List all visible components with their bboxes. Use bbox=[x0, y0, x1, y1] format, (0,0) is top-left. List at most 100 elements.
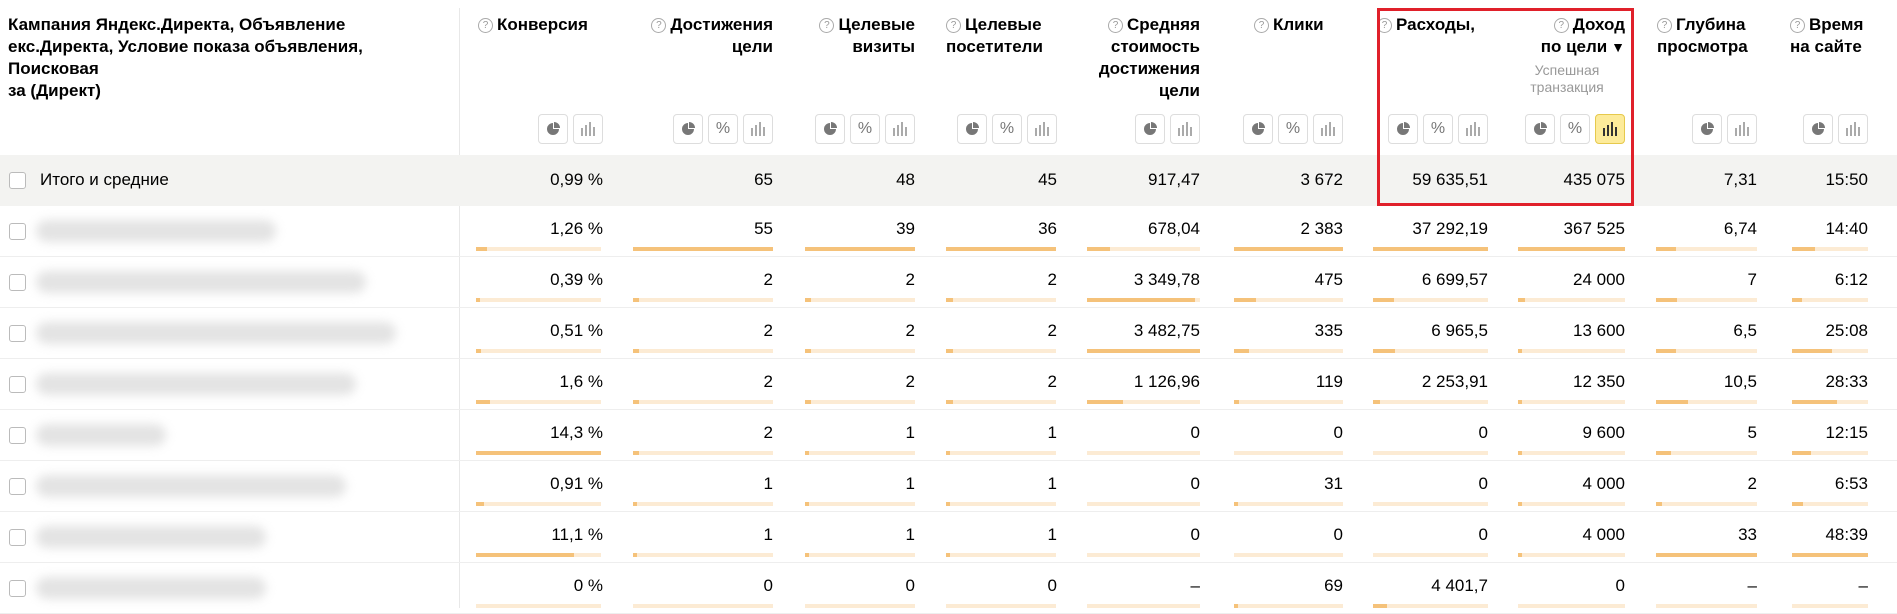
total-checkbox[interactable] bbox=[9, 172, 26, 189]
row-checkbox[interactable] bbox=[9, 478, 26, 495]
value-bar bbox=[1234, 451, 1343, 455]
column-header[interactable]: ? Клики bbox=[1254, 14, 1364, 36]
help-icon[interactable]: ? bbox=[946, 18, 961, 33]
bar-chart-button[interactable] bbox=[1458, 114, 1488, 144]
column-header[interactable]: ? Время на сайте bbox=[1790, 14, 1897, 58]
redacted-dimension-label bbox=[36, 475, 346, 497]
row-checkbox[interactable] bbox=[9, 427, 26, 444]
table-row[interactable]: 0 % 0 0 0 – 69 4 401,7 0 – – bbox=[0, 563, 1897, 614]
view-mode-buttons bbox=[1692, 114, 1757, 144]
value-bar-fill bbox=[1792, 451, 1811, 455]
value-bar bbox=[1234, 298, 1343, 302]
pie-chart-button[interactable] bbox=[1243, 114, 1273, 144]
value-bar-fill bbox=[1087, 298, 1196, 302]
percent-button[interactable]: % bbox=[992, 114, 1022, 144]
bar-chart-button[interactable] bbox=[1838, 114, 1868, 144]
pie-chart-button[interactable] bbox=[957, 114, 987, 144]
value-bar-fill bbox=[946, 451, 950, 455]
value-bar-fill bbox=[946, 604, 950, 608]
percent-button[interactable]: % bbox=[1278, 114, 1308, 144]
percent-button[interactable]: % bbox=[1423, 114, 1453, 144]
help-icon[interactable]: ? bbox=[1790, 18, 1805, 33]
value-bar-fill bbox=[633, 451, 639, 455]
pie-chart-button[interactable] bbox=[1803, 114, 1833, 144]
cell-value: 2 bbox=[905, 270, 915, 289]
row-checkbox[interactable] bbox=[9, 376, 26, 393]
table-row[interactable]: 1,6 % 2 2 2 1 126,96 119 2 253,91 12 350 10,5 28:… bbox=[0, 359, 1897, 410]
row-checkbox[interactable] bbox=[9, 223, 26, 240]
pie-chart-button[interactable] bbox=[1135, 114, 1165, 144]
value-bar bbox=[1656, 553, 1757, 557]
table-row[interactable]: 0,91 % 1 1 1 0 31 0 4 000 2 6:53 bbox=[0, 461, 1897, 512]
column-header[interactable]: ? Целевые визиты bbox=[800, 14, 915, 58]
table-row[interactable]: 0,39 % 2 2 2 3 349,78 475 6 699,57 24 000 7 6:12 bbox=[0, 257, 1897, 308]
percent-button[interactable]: % bbox=[850, 114, 880, 144]
bar-chart-button[interactable] bbox=[573, 114, 603, 144]
value-bar-fill bbox=[1234, 349, 1250, 353]
percent-button[interactable]: % bbox=[1560, 114, 1590, 144]
column-header[interactable]: ? Достижения цели bbox=[625, 14, 773, 58]
total-value: 3 672 bbox=[1300, 170, 1343, 189]
bar-chart-button[interactable] bbox=[743, 114, 773, 144]
pie-chart-button[interactable] bbox=[673, 114, 703, 144]
value-bar-fill bbox=[1518, 298, 1526, 302]
help-icon[interactable]: ? bbox=[1107, 18, 1123, 33]
value-bar bbox=[1234, 400, 1343, 404]
cell-value: 475 bbox=[1314, 270, 1343, 289]
help-icon[interactable]: ? bbox=[819, 18, 835, 33]
help-icon[interactable]: ? bbox=[651, 18, 667, 33]
bar-chart-button[interactable] bbox=[1027, 114, 1057, 144]
table-row[interactable]: 11,1 % 1 1 1 0 0 0 4 000 33 48:39 bbox=[0, 512, 1897, 563]
table-header: Кампания Яндекс.Директа, Объявление екс.… bbox=[0, 0, 1897, 155]
help-icon[interactable]: ? bbox=[1657, 18, 1672, 33]
help-icon[interactable]: ? bbox=[478, 18, 493, 33]
value-bar bbox=[1656, 247, 1757, 251]
cell-value: 0 bbox=[1478, 474, 1488, 493]
column-header[interactable]: ? Средняя стоимость достижения цели bbox=[1070, 14, 1200, 102]
row-checkbox[interactable] bbox=[9, 325, 26, 342]
pie-chart-button[interactable] bbox=[815, 114, 845, 144]
sort-desc-icon[interactable]: ▼ bbox=[1607, 39, 1625, 55]
value-bar bbox=[946, 247, 1056, 251]
cell-value: 9 600 bbox=[1582, 423, 1625, 442]
cell-value: 119 bbox=[1315, 372, 1343, 391]
row-checkbox[interactable] bbox=[9, 529, 26, 546]
value-bar-fill bbox=[946, 349, 953, 353]
pie-chart-button[interactable] bbox=[1388, 114, 1418, 144]
bar-chart-button[interactable] bbox=[1313, 114, 1343, 144]
column-header[interactable]: ? Доход по цели ▼ Успешная транзакция bbox=[1509, 14, 1625, 96]
cell-value: 2 bbox=[905, 372, 915, 391]
value-bar-fill bbox=[946, 502, 950, 506]
column-header[interactable]: ? Глубина просмотра bbox=[1657, 14, 1787, 58]
table-row[interactable]: 0,51 % 2 2 2 3 482,75 335 6 965,5 13 600 6,5 25:0… bbox=[0, 308, 1897, 359]
cell-value: 12:15 bbox=[1825, 423, 1868, 442]
value-bar bbox=[633, 604, 773, 608]
value-bar bbox=[946, 604, 1056, 608]
pie-chart-button[interactable] bbox=[1692, 114, 1722, 144]
bar-chart-button[interactable] bbox=[1595, 114, 1625, 144]
help-icon[interactable]: ? bbox=[1254, 18, 1269, 33]
cell-value: 1 126,96 bbox=[1133, 372, 1200, 391]
pie-chart-button[interactable] bbox=[538, 114, 568, 144]
dimension-title[interactable]: Кампания Яндекс.Директа, Объявление екс.… bbox=[8, 15, 363, 100]
bar-chart-button[interactable] bbox=[1727, 114, 1757, 144]
table-row[interactable]: 1,26 % 55 39 36 678,04 2 383 37 292,19 367 525 6… bbox=[0, 206, 1897, 257]
value-bar bbox=[1656, 604, 1757, 608]
percent-button[interactable]: % bbox=[708, 114, 738, 144]
bar-chart-button[interactable] bbox=[1170, 114, 1200, 144]
table-row[interactable]: 14,3 % 2 1 1 0 0 0 9 600 5 12:15 bbox=[0, 410, 1897, 461]
view-mode-buttons: % bbox=[673, 114, 773, 144]
value-bar bbox=[1373, 502, 1488, 506]
column-header[interactable]: ? Конверсия bbox=[478, 14, 608, 36]
value-bar bbox=[946, 349, 1056, 353]
row-checkbox[interactable] bbox=[9, 580, 26, 597]
row-checkbox[interactable] bbox=[9, 274, 26, 291]
value-bar-fill bbox=[1656, 400, 1689, 404]
value-bar-fill bbox=[633, 604, 637, 608]
value-bar bbox=[1792, 604, 1868, 608]
bar-chart-button[interactable] bbox=[885, 114, 915, 144]
help-icon[interactable]: ? bbox=[1553, 18, 1569, 33]
column-header[interactable]: ? Целевые посетители bbox=[946, 14, 1086, 58]
pie-chart-button[interactable] bbox=[1525, 114, 1555, 144]
